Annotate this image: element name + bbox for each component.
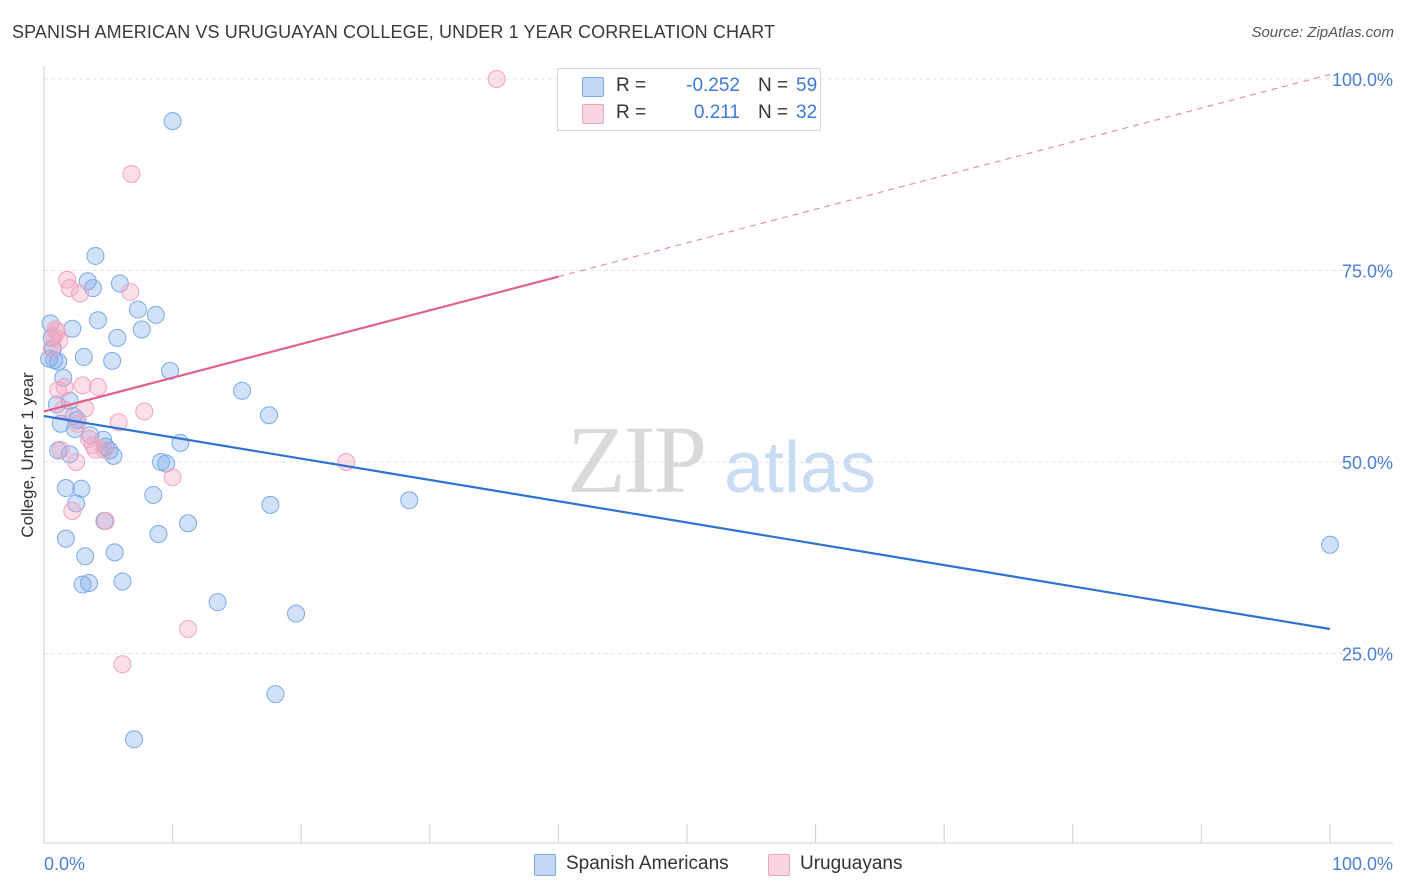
chart-title: SPANISH AMERICAN VS URUGUAYAN COLLEGE, U… bbox=[12, 22, 776, 42]
uruguayan-point bbox=[122, 164, 141, 183]
spanish-american-point bbox=[144, 485, 163, 504]
uruguayan-point bbox=[67, 453, 86, 471]
spanish-american-point bbox=[60, 445, 79, 464]
uruguayan-point bbox=[96, 511, 115, 530]
y-tick-label: 75.0% bbox=[1342, 262, 1393, 282]
uruguayan-point bbox=[47, 322, 66, 341]
uruguayan-point bbox=[60, 279, 79, 298]
spanish-americans-trend-line bbox=[43, 414, 1331, 631]
watermark-zip: ZIP bbox=[567, 406, 705, 513]
uruguayan-point bbox=[86, 440, 105, 459]
uruguayan-point bbox=[54, 400, 73, 419]
source-attribution: Source: ZipAtlas.com bbox=[1251, 24, 1394, 41]
spanish-american-point bbox=[56, 529, 75, 548]
stats-legend: R = -0.252 N = 59 R = 0.211 N = 32 bbox=[557, 68, 821, 131]
y-axis-label: College, Under 1 year bbox=[18, 372, 37, 538]
spanish-american-point bbox=[103, 351, 122, 370]
grid-lines bbox=[44, 78, 1393, 654]
watermark: ZIP atlas bbox=[567, 406, 876, 513]
spanish-americans-swatch bbox=[534, 854, 556, 876]
spanish-american-point bbox=[260, 406, 279, 425]
spanish-americans-swatch bbox=[582, 77, 604, 97]
series-legend: Spanish Americans Uruguayans bbox=[0, 852, 1406, 878]
y-tick-label: 100.0% bbox=[1332, 70, 1393, 90]
uruguayan-point bbox=[113, 655, 132, 674]
x-tick-label: 0.0% bbox=[44, 854, 85, 874]
uruguayan-point bbox=[89, 377, 108, 396]
spanish-american-point bbox=[266, 685, 285, 704]
uruguayan-point bbox=[51, 440, 70, 459]
spanish-american-point bbox=[72, 479, 91, 498]
spanish-american-point bbox=[105, 543, 124, 562]
spanish-american-point bbox=[104, 446, 123, 465]
uruguayan-point bbox=[121, 282, 140, 301]
spanish-american-point bbox=[400, 491, 419, 510]
spanish-american-point bbox=[179, 514, 198, 533]
spanish-american-point bbox=[128, 300, 147, 319]
spanish-american-point bbox=[73, 575, 92, 594]
uruguayans-trend-line bbox=[43, 275, 559, 413]
watermark-atlas: atlas bbox=[724, 428, 876, 508]
spanish-american-point bbox=[80, 574, 99, 593]
uruguayans-trend-line-extension bbox=[558, 73, 1331, 278]
spanish-american-point bbox=[96, 437, 115, 456]
spanish-american-point bbox=[132, 320, 151, 339]
legend-label: Spanish Americans bbox=[566, 853, 729, 874]
spanish-american-point bbox=[86, 246, 105, 265]
axes bbox=[43, 66, 1393, 844]
r-value: -0.252 bbox=[686, 75, 740, 96]
spanish-american-point bbox=[287, 604, 306, 623]
spanish-american-point bbox=[108, 328, 127, 347]
spanish-american-point bbox=[163, 112, 182, 131]
spanish-american-point bbox=[113, 572, 132, 591]
uruguayan-point bbox=[73, 376, 92, 395]
y-tick-label: 50.0% bbox=[1342, 453, 1393, 473]
x-tick-label: 100.0% bbox=[1332, 854, 1393, 874]
uruguayan-point bbox=[163, 468, 182, 487]
uruguayan-point bbox=[95, 440, 114, 459]
spanish-american-point bbox=[146, 305, 165, 324]
n-value: 59 bbox=[796, 75, 818, 96]
n-label: N = bbox=[758, 102, 789, 123]
spanish-american-point bbox=[1321, 535, 1339, 554]
uruguayan-point bbox=[68, 414, 87, 433]
uruguayan-point bbox=[55, 377, 74, 396]
uruguayans-swatch bbox=[582, 104, 604, 124]
spanish-american-point bbox=[89, 311, 108, 330]
spanish-american-point bbox=[261, 495, 280, 514]
uruguayan-point bbox=[109, 413, 128, 432]
uruguayans-swatch bbox=[768, 854, 790, 876]
spanish-american-point bbox=[233, 381, 252, 400]
uruguayan-point bbox=[487, 70, 506, 88]
uruguayan-point bbox=[135, 402, 154, 421]
trend-lines bbox=[43, 73, 1331, 631]
r-label: R = bbox=[616, 102, 647, 123]
r-label: R = bbox=[616, 75, 647, 96]
uruguayan-point bbox=[83, 436, 102, 455]
legend-label: Uruguayans bbox=[800, 853, 903, 874]
spanish-american-point bbox=[74, 348, 93, 367]
uruguayan-point bbox=[179, 619, 198, 638]
data-points bbox=[40, 70, 1339, 749]
spanish-american-point bbox=[56, 479, 75, 498]
uruguayan-point bbox=[63, 502, 82, 521]
spanish-american-point bbox=[76, 547, 95, 566]
spanish-american-point bbox=[149, 525, 168, 544]
spanish-american-point bbox=[49, 352, 68, 371]
tick-labels: 25.0% 50.0% 75.0% 100.0% 0.0% 100.0% bbox=[44, 70, 1393, 874]
uruguayan-point bbox=[71, 284, 90, 303]
spanish-american-point bbox=[208, 593, 227, 612]
r-value: 0.211 bbox=[693, 102, 740, 123]
y-tick-label: 25.0% bbox=[1342, 645, 1393, 665]
spanish-american-point bbox=[125, 730, 144, 749]
n-value: 32 bbox=[796, 102, 818, 123]
n-label: N = bbox=[758, 75, 789, 96]
